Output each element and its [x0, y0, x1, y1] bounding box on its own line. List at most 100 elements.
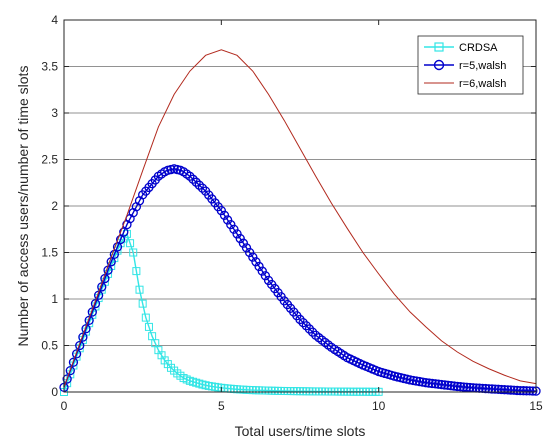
data-point-circle: [257, 266, 267, 276]
data-point-circle: [251, 257, 261, 267]
data-point-circle: [449, 381, 459, 391]
data-point-square: [144, 322, 153, 331]
data-point-square: [132, 267, 141, 276]
data-point-circle: [433, 379, 444, 389]
y-tick-label: 4: [51, 13, 58, 27]
legend-marker-square: [434, 42, 444, 52]
y-tick-label: 3: [51, 106, 58, 120]
data-point-circle: [235, 233, 245, 244]
data-point-circle: [521, 386, 532, 396]
data-point-circle: [484, 384, 494, 394]
data-point-square: [141, 313, 150, 322]
data-point-circle: [411, 376, 422, 386]
data-point-circle: [452, 381, 462, 392]
data-point-square: [138, 299, 147, 308]
data-point-circle: [216, 205, 226, 216]
data-point-circle: [490, 384, 500, 394]
data-point-circle: [405, 375, 415, 385]
data-point-circle: [408, 375, 418, 386]
data-point-circle: [481, 383, 491, 394]
data-point-circle: [430, 379, 440, 389]
legend: CRDSA r=5,walsh r=6,walsh: [417, 35, 524, 95]
y-tick-label: 3.5: [41, 60, 58, 74]
data-point-circle: [298, 317, 308, 328]
x-tick-label: 5: [218, 399, 225, 413]
data-point-circle: [487, 384, 497, 394]
x-axis-label: Total users/time slots: [235, 423, 366, 439]
data-point-circle: [304, 324, 315, 334]
data-point-circle: [226, 219, 236, 230]
data-point-circle: [71, 349, 82, 359]
data-point-circle: [245, 247, 255, 258]
data-point-circle: [112, 242, 123, 252]
data-point-circle: [254, 261, 264, 272]
y-tick-label: 1.5: [41, 246, 58, 260]
axis-ticks: 0 0.5 1 1.5 2 2.5 3 3.5 4 0 5 10 15: [41, 13, 543, 413]
data-point-circle: [232, 229, 242, 239]
y-tick-label: 0.5: [41, 339, 58, 353]
legend-label: r=5,walsh: [459, 60, 506, 72]
data-point-circle: [68, 357, 79, 367]
data-point-circle: [503, 385, 513, 395]
x-tick-label: 0: [61, 399, 68, 413]
data-point-circle: [75, 340, 85, 351]
y-tick-label: 2: [51, 199, 58, 213]
data-point-circle: [62, 374, 72, 384]
y-tick-label: 0: [51, 385, 58, 399]
data-point-circle: [222, 215, 233, 225]
data-point-circle: [248, 252, 258, 262]
legend-label: r=6,walsh: [459, 78, 506, 90]
data-point-circle: [65, 365, 75, 376]
data-point-circle: [458, 382, 469, 392]
data-point-circle: [119, 227, 129, 237]
data-point-circle: [443, 380, 453, 390]
data-point-circle: [440, 380, 450, 390]
series-2: [59, 164, 541, 396]
data-point-circle: [81, 324, 91, 334]
data-point-circle: [436, 379, 447, 390]
data-point-circle: [191, 177, 201, 187]
data-point-square: [126, 239, 135, 248]
data-point-circle: [301, 321, 311, 331]
data-point-circle: [295, 314, 305, 325]
data-point-circle: [84, 315, 94, 326]
data-point-circle: [496, 384, 507, 395]
data-point-circle: [78, 332, 88, 342]
data-point-circle: [421, 378, 431, 388]
data-point-circle: [506, 385, 516, 395]
data-point-circle: [515, 385, 525, 396]
data-point-circle: [528, 386, 538, 396]
x-tick-label: 10: [372, 399, 386, 413]
data-point-circle: [499, 385, 510, 395]
y-axis-label: Number of access users/number of time sl…: [15, 66, 31, 347]
data-point-circle: [512, 385, 522, 396]
x-tick-label: 15: [529, 399, 543, 413]
data-point-circle: [109, 249, 119, 260]
data-point-circle: [446, 381, 456, 391]
data-point-circle: [427, 378, 437, 389]
data-point-circle: [418, 377, 428, 387]
data-point-square: [129, 248, 138, 257]
y-tick-label: 2.5: [41, 153, 58, 167]
y-tick-label: 1: [51, 292, 58, 306]
legend-label: CRDSA: [459, 42, 498, 54]
data-point-circle: [462, 382, 472, 392]
data-point-circle: [414, 376, 425, 387]
series-3: [63, 49, 537, 388]
data-point-circle: [509, 385, 519, 395]
data-point-circle: [518, 386, 529, 396]
series-line: [63, 49, 537, 388]
data-point-circle: [493, 384, 503, 394]
data-point-circle: [424, 378, 434, 388]
data-point-circle: [229, 224, 239, 234]
data-point-circle: [307, 327, 318, 337]
data-point-circle: [185, 171, 195, 181]
data-point-circle: [455, 382, 466, 392]
data-point-circle: [241, 243, 252, 253]
data-point-circle: [188, 174, 198, 184]
data-point-circle: [238, 238, 249, 248]
data-point-circle: [260, 271, 271, 281]
data-point-circle: [115, 234, 126, 245]
data-point-circle: [194, 180, 204, 190]
